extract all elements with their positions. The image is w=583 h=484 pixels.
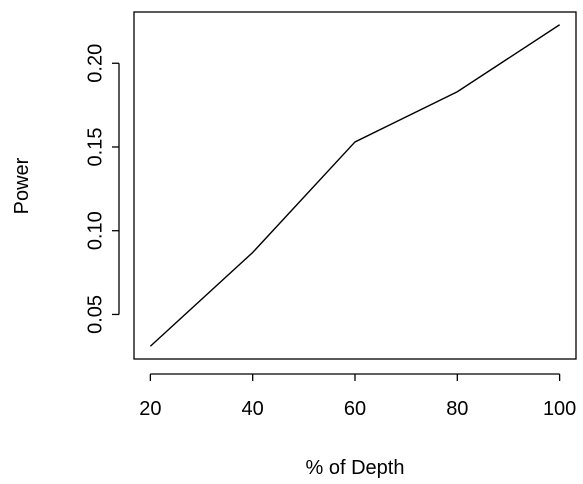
y-tick-label: 0.20 (84, 44, 106, 83)
y-tick-label: 0.15 (84, 128, 106, 167)
y-axis-title: Power (11, 157, 33, 214)
x-axis-title: % of Depth (306, 457, 405, 479)
x-axis: 20 40 60 80 100 (139, 373, 576, 420)
plot-frame (133, 11, 577, 360)
x-tick-label: 100 (543, 398, 576, 420)
y-tick-label: 0.10 (84, 211, 106, 250)
x-tick-label: 40 (242, 398, 264, 420)
x-tick-label: 60 (344, 398, 366, 420)
y-tick-label: 0.05 (84, 295, 106, 334)
x-tick-label: 80 (446, 398, 468, 420)
y-axis: 0.05 0.10 0.15 0.20 (84, 44, 120, 334)
series-layer (149, 24, 561, 347)
series-line (149, 24, 561, 347)
x-tick-label: 20 (139, 398, 161, 420)
